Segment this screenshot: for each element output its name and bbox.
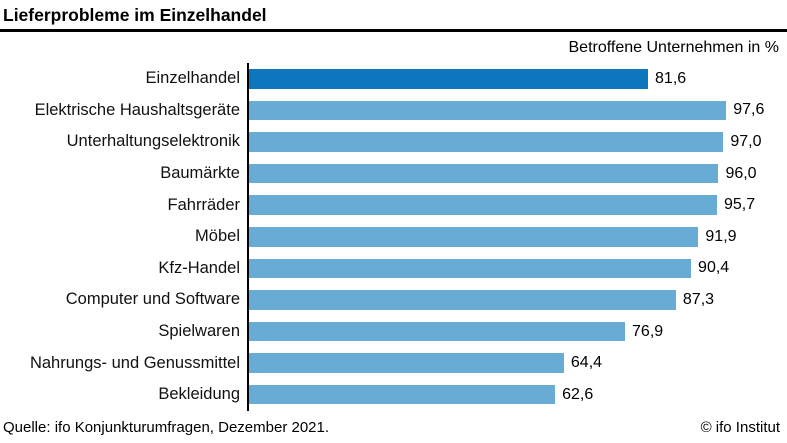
bar [249, 290, 676, 310]
category-label: Fahrräder [167, 195, 240, 214]
bar-track: 91,9 [247, 220, 787, 253]
copyright-note: © ifo Institut [700, 419, 780, 436]
chart-row: Computer und Software 87,3 [0, 284, 787, 316]
source-note: Quelle: ifo Konjunkturumfragen, Dezember… [3, 419, 330, 436]
chart-row: Einzelhandel 81,6 [0, 63, 787, 95]
value-label: 81,6 [655, 69, 687, 87]
value-label: 64,4 [570, 354, 603, 372]
category-label: Kfz-Handel [158, 258, 240, 277]
chart-row: Bekleidung 62,6 [0, 378, 787, 411]
chart-header: Lieferprobleme im Einzelhandel [0, 0, 787, 32]
value-label: 97,6 [733, 101, 765, 119]
bar-track: 76,9 [247, 315, 787, 348]
category-label: Bekleidung [158, 385, 240, 404]
category-label: Baumärkte [160, 164, 240, 183]
category-label: Unterhaltungselektronik [66, 132, 240, 151]
value-label: 97,0 [730, 132, 762, 150]
chart-title: Lieferprobleme im Einzelhandel [3, 5, 267, 25]
axis-unit-label: Betroffene Unternehmen in % [568, 39, 780, 56]
value-label: 76,9 [632, 322, 664, 340]
chart-row: Nahrungs- und Genussmittel 64,4 [0, 347, 787, 379]
bar-track: 97,6 [247, 94, 787, 127]
chart-row: Baumärkte 96,0 [0, 157, 787, 190]
value-label: 62,6 [562, 385, 594, 403]
value-label: 90,4 [698, 259, 730, 277]
bar-track: 95,7 [247, 189, 787, 221]
chart-row: Kfz-Handel 90,4 [0, 252, 787, 285]
category-label: Möbel [195, 227, 240, 246]
category-label: Spielwaren [158, 322, 240, 341]
value-label: 91,9 [705, 227, 737, 245]
bar-chart: Einzelhandel 81,6 Elektrische Haushaltsger… [0, 63, 787, 411]
bar-track: 96,0 [247, 157, 787, 190]
bar [249, 384, 556, 405]
value-label: 95,7 [723, 196, 756, 214]
chart-row: Spielwaren 76,9 [0, 315, 787, 348]
bar [249, 321, 626, 342]
bar-track: 97,0 [247, 126, 787, 158]
bar [249, 258, 692, 279]
value-label: 87,3 [682, 290, 715, 308]
bar [249, 227, 699, 247]
bar [249, 195, 717, 215]
bar [249, 100, 727, 121]
category-label: Nahrungs- und Genussmittel [29, 353, 240, 372]
bar [249, 353, 564, 373]
chart-row: Möbel 91,9 [0, 220, 787, 253]
bar-track: 87,3 [247, 284, 787, 316]
chart-row: Fahrräder 95,7 [0, 189, 787, 221]
category-label: Einzelhandel [145, 69, 241, 88]
bar [249, 132, 724, 152]
chart-footer: Quelle: ifo Konjunkturumfragen, Dezember… [0, 419, 787, 443]
bar-track: 81,6 [247, 63, 787, 95]
category-label: Elektrische Haushaltsgeräte [34, 100, 240, 119]
chart-row: Unterhaltungselektronik 97,0 [0, 126, 787, 158]
bar [249, 69, 649, 89]
value-label: 96,0 [725, 164, 757, 182]
bar [249, 163, 719, 184]
category-label: Computer und Software [65, 290, 240, 309]
bar-track: 64,4 [247, 347, 787, 379]
bar-track: 90,4 [247, 252, 787, 285]
chart-row: Elektrische Haushaltsgeräte 97,6 [0, 94, 787, 127]
bar-track: 62,6 [247, 378, 787, 411]
